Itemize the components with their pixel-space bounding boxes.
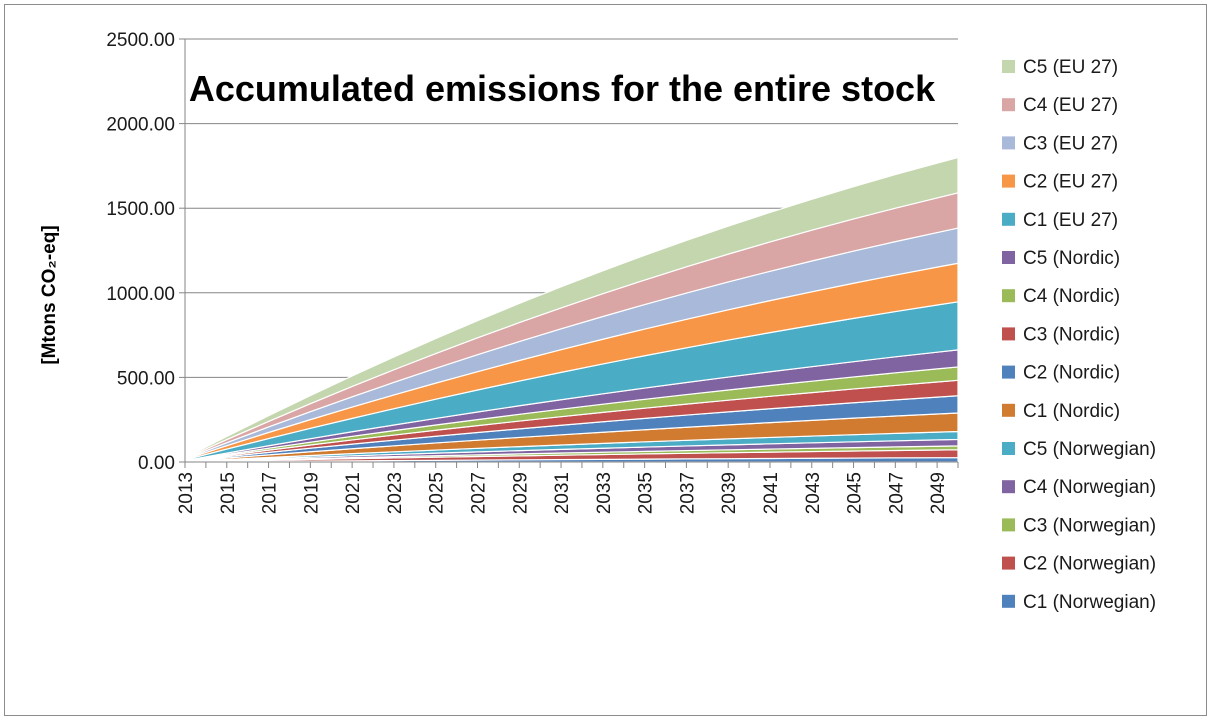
legend-swatch — [1002, 251, 1015, 264]
x-tick-label: 2021 — [343, 472, 364, 514]
legend-item: C2 (Nordic) — [1002, 363, 1120, 384]
x-tick-label: 2025 — [427, 472, 448, 514]
y-tick-label: 500.00 — [117, 368, 175, 389]
y-tick-label: 2500.00 — [106, 30, 175, 51]
axes — [179, 38, 959, 468]
legend-swatch — [1002, 365, 1015, 379]
legend-label: C4 (Norwegian) — [1023, 477, 1156, 498]
legend-label: C3 (Norwegian) — [1023, 515, 1156, 536]
legend-swatch — [1002, 136, 1015, 150]
legend-label: C1 (Nordic) — [1023, 401, 1120, 422]
x-tick-label: 2029 — [510, 472, 531, 514]
legend-item: C4 (Norwegian) — [1002, 477, 1156, 498]
x-tick-label: 2041 — [761, 472, 782, 514]
x-tick-label: 2047 — [886, 472, 907, 514]
x-tick-label: 2033 — [594, 472, 615, 514]
x-tick-label: 2035 — [636, 472, 657, 514]
y-tick-labels: 0.00 500.00 1000.00 1500.00 2000.00 2500.00 — [106, 30, 175, 474]
legend-swatch — [1002, 556, 1015, 570]
legend-item: C5 (Norwegian) — [1002, 439, 1156, 460]
legend-item: C1 (EU 27) — [1002, 210, 1118, 231]
legend-swatch — [1002, 403, 1015, 417]
x-tick-labels: 2013 2015 2017 2019 2021 2023 2025 2027 2029 2031… — [176, 472, 949, 514]
legend-label: C3 (EU 27) — [1023, 133, 1118, 154]
legend-item: C1 (Nordic) — [1002, 401, 1120, 422]
legend-label: C1 (Norwegian) — [1023, 592, 1156, 613]
legend-item: C2 (EU 27) — [1002, 172, 1118, 193]
legend-swatch — [1002, 212, 1015, 226]
legend-swatch — [1002, 594, 1015, 608]
legend-label: C2 (Norwegian) — [1023, 554, 1156, 575]
stacked-areas — [184, 156, 959, 463]
legend-item: C2 (Norwegian) — [1002, 554, 1156, 575]
x-tick-label: 2045 — [845, 472, 866, 514]
legend-swatch — [1002, 442, 1015, 455]
legend-swatch — [1002, 327, 1015, 341]
legend-item: C1 (Norwegian) — [1002, 592, 1156, 613]
legend-swatch — [1002, 518, 1015, 532]
chart-svg: 0.00 500.00 1000.00 1500.00 2000.00 2500.00 2… — [39, 30, 1156, 613]
legend-item: C3 (EU 27) — [1002, 133, 1118, 154]
x-tick-label: 2043 — [803, 472, 824, 514]
y-tick-label: 2000.00 — [106, 115, 175, 136]
x-tick-label: 2023 — [385, 472, 406, 514]
y-axis-title: [Mtons CO₂-eq] — [39, 225, 60, 364]
x-tick-label: 2031 — [552, 472, 573, 514]
x-tick-label: 2019 — [301, 472, 322, 514]
y-tick-label: 1500.00 — [106, 199, 175, 220]
legend-label: C2 (EU 27) — [1023, 172, 1118, 193]
legend-swatch — [1002, 289, 1015, 303]
legend-item: C4 (Nordic) — [1002, 286, 1120, 307]
y-tick-label: 1000.00 — [106, 284, 175, 305]
legend-label: C5 (EU 27) — [1023, 57, 1118, 78]
x-tick-label: 2015 — [218, 472, 239, 514]
legend-item: C4 (EU 27) — [1002, 95, 1118, 116]
x-tick-label: 2027 — [468, 472, 489, 514]
legend-label: C2 (Nordic) — [1023, 363, 1120, 384]
legend-label: C1 (EU 27) — [1023, 210, 1118, 231]
chart-title: Accumulated emissions for the entire sto… — [189, 68, 936, 109]
legend-item: C5 (EU 27) — [1002, 57, 1118, 78]
legend-item: C3 (Norwegian) — [1002, 515, 1156, 536]
legend-label: C4 (EU 27) — [1023, 95, 1118, 116]
legend-label: C4 (Nordic) — [1023, 286, 1120, 307]
area-series-c5-eu-27 — [184, 156, 959, 459]
legend-swatch — [1002, 480, 1015, 494]
legend: C5 (EU 27) C4 (EU 27) C3 (EU 27) C2 (EU 27)… — [1002, 57, 1156, 613]
x-tick-label: 2049 — [928, 472, 949, 514]
legend-label: C5 (Norwegian) — [1023, 439, 1156, 460]
legend-swatch — [1002, 174, 1015, 188]
y-tick-label: 0.00 — [138, 453, 175, 474]
x-tick-label: 2017 — [260, 472, 281, 514]
legend-swatch — [1002, 98, 1015, 112]
legend-item: C5 (Nordic) — [1002, 248, 1120, 269]
legend-swatch — [1002, 60, 1015, 73]
legend-label: C3 (Nordic) — [1023, 324, 1120, 345]
x-tick-label: 2013 — [176, 472, 197, 514]
chart-frame: 0.00 500.00 1000.00 1500.00 2000.00 2500.00 2… — [4, 4, 1207, 716]
x-tick-label: 2037 — [677, 472, 698, 514]
x-tick-label: 2039 — [719, 472, 740, 514]
legend-item: C3 (Nordic) — [1002, 324, 1120, 345]
legend-label: C5 (Nordic) — [1023, 248, 1120, 269]
